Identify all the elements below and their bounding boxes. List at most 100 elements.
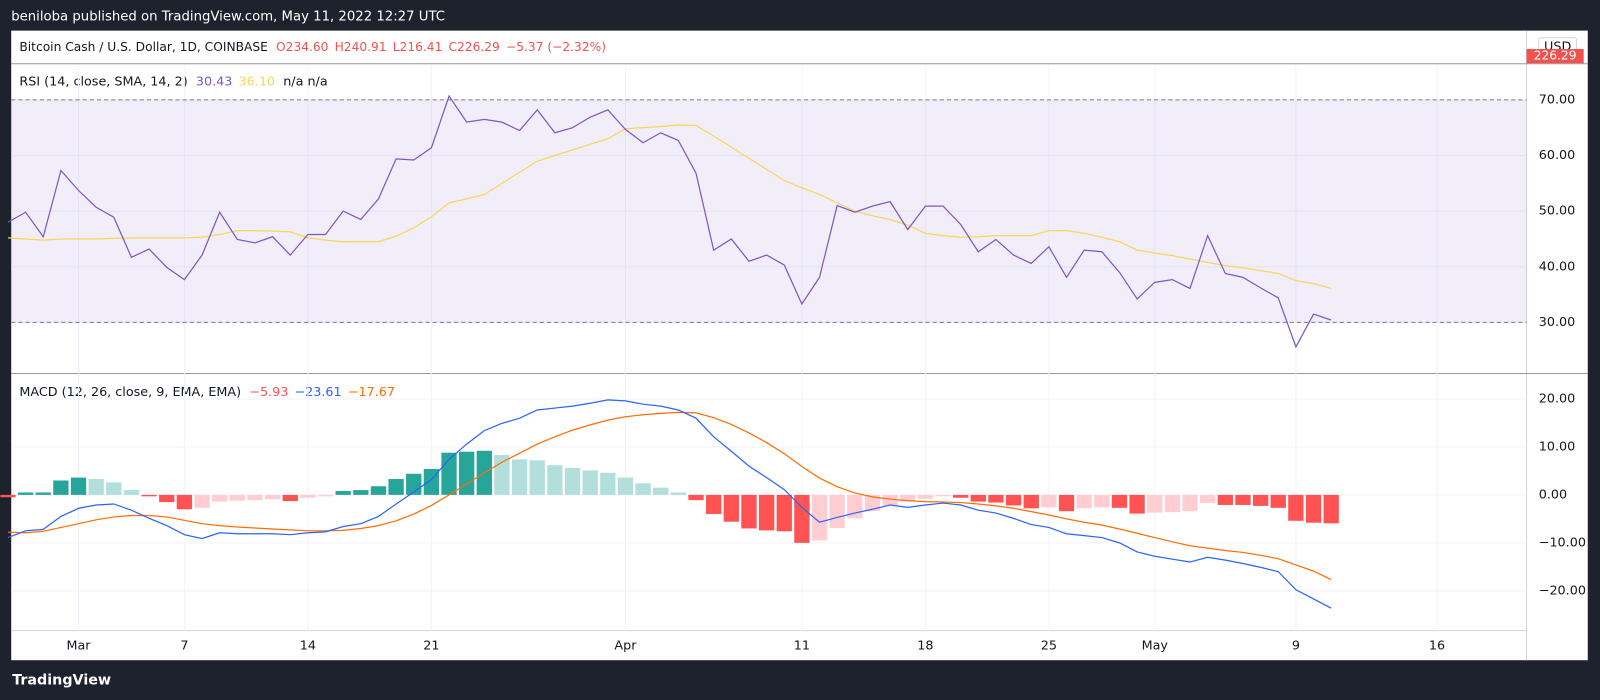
histogram-bar <box>106 482 122 495</box>
x-tick-label: 18 <box>917 638 933 653</box>
histogram-bar <box>70 477 87 495</box>
histogram-bar <box>794 494 810 543</box>
histogram-bar <box>370 486 387 495</box>
histogram-bar <box>758 494 775 531</box>
histogram-bar <box>0 494 16 498</box>
histogram-bar <box>1094 494 1110 508</box>
histogram-bar <box>653 487 669 495</box>
histogram-bar <box>194 494 210 508</box>
histogram-bar <box>1076 494 1092 509</box>
price-legend: Bitcoin Cash / U.S. Dollar, 1D, COINBASE… <box>19 39 606 53</box>
histogram-bar <box>1058 494 1075 512</box>
histogram-bar <box>282 494 298 502</box>
histogram-bar <box>706 494 722 515</box>
x-tick-label: 7 <box>180 638 188 653</box>
chart-area <box>11 30 1588 661</box>
y-tick-label: 50.00 <box>1539 204 1576 219</box>
histogram-bar <box>388 479 404 495</box>
symbol-title: Bitcoin Cash / U.S. Dollar, 1D, COINBASE <box>19 39 267 53</box>
histogram-bar <box>229 494 245 501</box>
histogram-bar <box>300 494 316 498</box>
histogram-bar <box>159 494 175 503</box>
y-tick-label: −20.00 <box>1539 583 1586 598</box>
x-tick-label: 16 <box>1429 638 1445 653</box>
histogram-bar <box>988 494 1004 503</box>
x-tick-label: 25 <box>1041 638 1057 653</box>
y-tick-label: 70.00 <box>1539 92 1576 107</box>
histogram-bar <box>141 494 157 497</box>
histogram-bar <box>212 494 228 502</box>
histogram-bar <box>635 483 651 495</box>
histogram-bar <box>935 494 951 497</box>
histogram-bar <box>600 472 616 495</box>
rsi-band <box>11 99 1527 323</box>
x-tick-label: 9 <box>1292 638 1300 653</box>
histogram-bar <box>529 460 545 495</box>
histogram-bar <box>1023 494 1039 509</box>
rsi-value: 30.43 <box>196 74 233 89</box>
histogram-bar <box>88 479 104 495</box>
x-tick-label: Apr <box>614 638 637 653</box>
rsi-title: RSI (14, close, SMA, 14, 2) <box>19 74 187 89</box>
y-tick-label: 60.00 <box>1539 148 1576 163</box>
histogram-bar <box>317 494 334 497</box>
histogram-bar <box>1323 494 1339 524</box>
labels: Mar 7 14 21 Apr 11 18 25 May 9 16 70.00 60.00 50.00 40… <box>66 92 1585 653</box>
grid <box>11 64 1527 631</box>
histogram-bar <box>1182 494 1198 512</box>
histogram-bar <box>264 494 281 500</box>
histogram-bar <box>1270 494 1286 508</box>
marks <box>0 94 1339 609</box>
histogram-bar <box>547 465 563 495</box>
histogram-bar <box>123 490 140 495</box>
histogram-bar <box>17 492 34 495</box>
histogram-bar <box>1164 494 1181 513</box>
series-line <box>7 94 1332 349</box>
low: L216.41 <box>393 39 443 53</box>
histogram-bar <box>741 494 757 529</box>
histogram-bar <box>1200 494 1216 504</box>
series-line <box>7 399 1332 609</box>
histogram-bar <box>723 494 739 522</box>
series-line <box>7 411 1332 581</box>
macd-title: MACD (12, 26, close, 9, EMA, EMA) <box>19 384 241 399</box>
histogram-bar <box>1235 494 1251 505</box>
macd-value: −23.61 <box>294 384 341 399</box>
series-line <box>7 124 1332 290</box>
histogram-bar <box>1005 494 1022 506</box>
y-tick-label: 0.00 <box>1539 487 1567 502</box>
histogram-bar <box>882 494 898 506</box>
histogram-bar <box>829 494 845 528</box>
rsi-sma-value: 36.10 <box>239 74 276 89</box>
histogram-bar <box>1129 494 1145 514</box>
histogram-bar <box>776 494 792 532</box>
histogram-value: −5.93 <box>249 384 288 399</box>
histogram-bar <box>1305 494 1322 523</box>
header-text: beniloba published on TradingView.com, M… <box>11 9 445 24</box>
histogram-bar <box>335 491 351 495</box>
histogram-bar <box>564 468 581 495</box>
rsi-legend: RSI (14, close, SMA, 14, 2) 30.43 36.10 n/a… <box>19 74 327 89</box>
y-tick-label: 40.00 <box>1539 259 1576 274</box>
histogram-bar <box>864 494 881 512</box>
x-tick-label: 11 <box>794 638 810 653</box>
histogram-bar <box>247 494 263 501</box>
histogram-bar <box>459 451 475 495</box>
histogram-bar <box>511 459 528 495</box>
y-tick-label: 10.00 <box>1539 439 1576 454</box>
histogram-bar <box>917 494 934 499</box>
histogram-bar <box>1217 494 1233 505</box>
open: O234.60 <box>276 39 328 53</box>
rsi-extra: n/a n/a <box>283 74 327 89</box>
y-tick-label: 20.00 <box>1539 391 1576 406</box>
histogram-bar <box>582 470 598 495</box>
histogram-bar <box>353 490 369 495</box>
x-tick-label: May <box>1142 638 1169 653</box>
last-price-box <box>1526 48 1584 64</box>
histogram-bar <box>670 492 687 495</box>
histogram-bar <box>811 494 828 541</box>
x-tick-label: Mar <box>66 638 91 653</box>
footer-logo: TradingView <box>12 673 111 689</box>
histogram-bar <box>953 494 969 498</box>
